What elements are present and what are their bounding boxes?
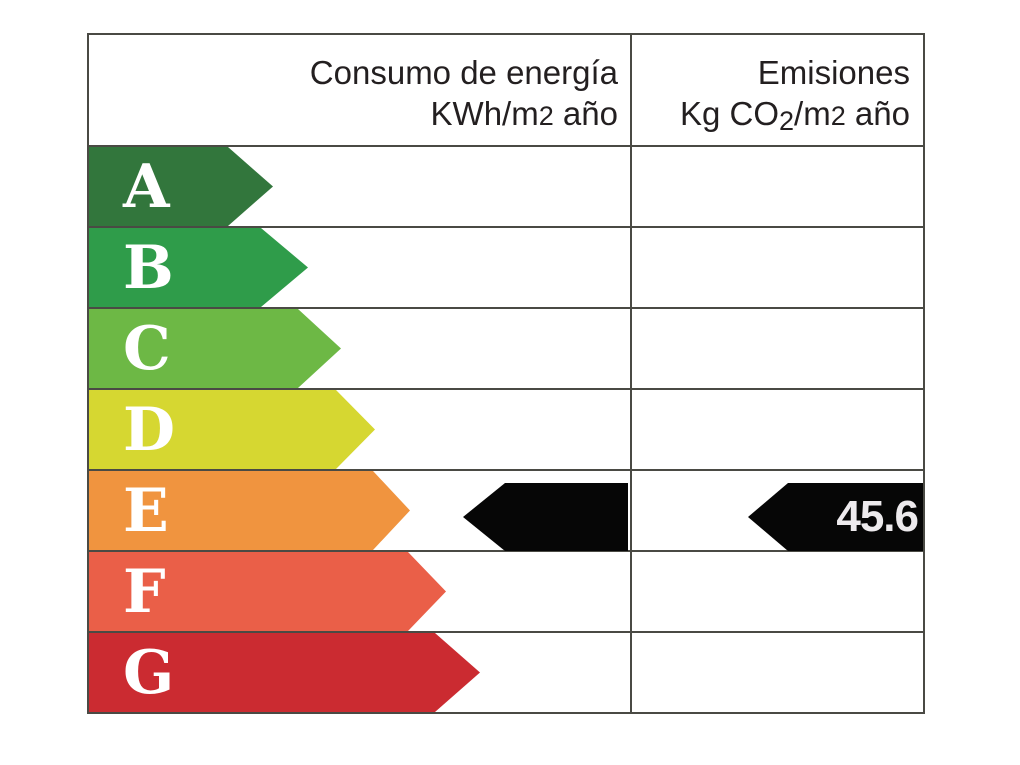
emissions-header: Emisiones Kg CO2/m2 año (630, 35, 923, 145)
rating-letter-g: G (123, 637, 175, 708)
rating-row-d: D (89, 390, 923, 471)
rating-letter-e: E (123, 475, 169, 546)
column-divider (630, 35, 632, 712)
consumption-header-line1: Consumo de energía (309, 54, 618, 91)
rating-arrow-e: E (89, 471, 410, 550)
rating-arrow-a: A (89, 147, 273, 226)
rating-table: Consumo de energía KWh/m2 año Emisiones … (87, 33, 925, 714)
emissions-value: 45.6 (836, 492, 919, 541)
rating-letter-a: A (123, 151, 170, 222)
rating-letter-d: D (123, 394, 176, 465)
consumption-header-line2: KWh/m2 año (430, 95, 618, 132)
table-header: Consumo de energía KWh/m2 año Emisiones … (89, 35, 923, 147)
rating-letter-b: B (123, 232, 174, 303)
rating-arrow-f: F (89, 552, 446, 631)
rating-arrow-c: C (89, 309, 341, 388)
rating-arrow-g: G (89, 633, 480, 712)
emissions-rating-arrow: 45.6 (748, 483, 923, 551)
rating-row-e: E (89, 471, 923, 552)
rating-arrow-d: D (89, 390, 375, 469)
rating-row-a: A (89, 147, 923, 228)
rating-letter-f: F (123, 556, 166, 627)
consumption-header: Consumo de energía KWh/m2 año (89, 35, 630, 145)
rating-row-g: G (89, 633, 923, 712)
rating-row-f: F (89, 552, 923, 633)
emissions-header-line1: Emisiones (757, 54, 910, 91)
rating-row-c: C (89, 309, 923, 390)
rating-row-b: B (89, 228, 923, 309)
rating-letter-c: C (123, 313, 171, 384)
emissions-header-line2: Kg CO2/m2 año (679, 95, 910, 136)
rating-arrow-b: B (89, 228, 308, 307)
